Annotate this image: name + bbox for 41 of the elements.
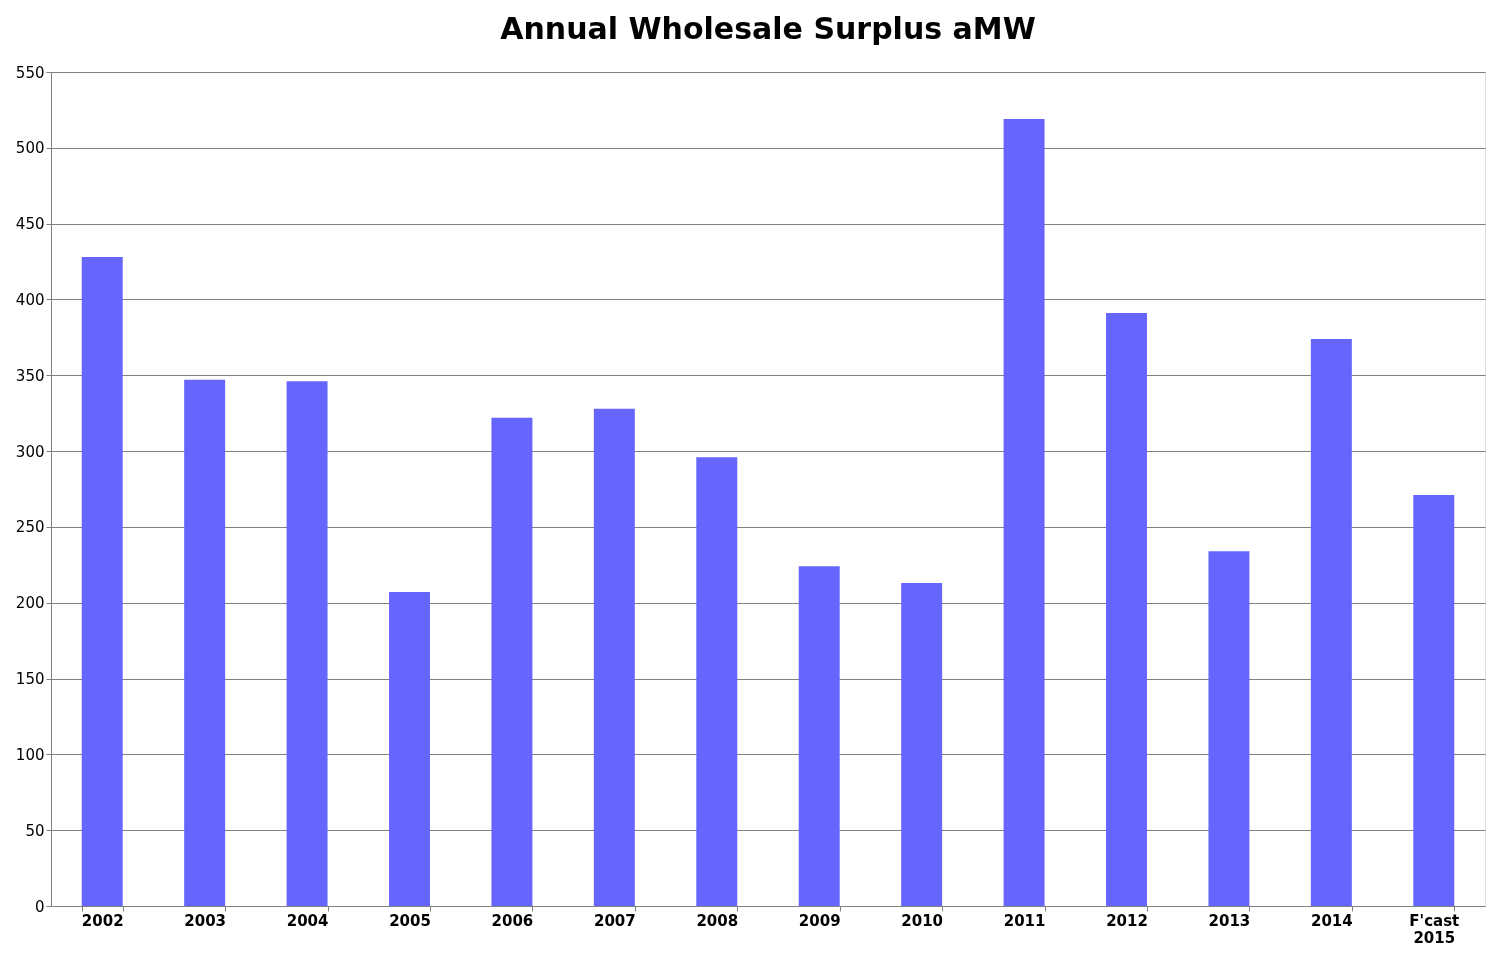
x-tick-label: 2006 — [491, 911, 534, 930]
x-tick-label: 2010 — [901, 911, 944, 930]
bar — [1106, 313, 1147, 906]
x-tick-label: 2013 — [1208, 911, 1251, 930]
bar — [491, 417, 533, 906]
x-tick-label: 2008 — [696, 911, 739, 930]
x-tick-label: 2004 — [286, 911, 329, 930]
x-tick-label: 2012 — [1106, 911, 1148, 930]
bar — [1208, 551, 1250, 906]
y-tick-label: 550 — [15, 63, 45, 82]
bar — [1413, 495, 1455, 906]
y-tick-label: 500 — [15, 139, 45, 158]
y-tick-label: 450 — [15, 215, 45, 234]
bar — [798, 566, 840, 906]
y-tick-label: 150 — [15, 670, 45, 689]
x-tick-label: F'cast 2015 — [1409, 911, 1460, 947]
y-tick-label: 0 — [34, 897, 45, 916]
x-tick-label: 2007 — [593, 911, 636, 930]
y-tick-label: 400 — [15, 290, 45, 309]
bar — [696, 457, 738, 906]
bar — [81, 257, 123, 906]
bar — [1003, 119, 1045, 906]
bar — [1310, 338, 1352, 906]
y-tick-label: 200 — [15, 594, 45, 613]
y-tick-label: 250 — [15, 518, 45, 537]
y-tick-label: 300 — [15, 442, 45, 461]
x-tick-label: 2011 — [1003, 911, 1046, 930]
y-tick-label: 350 — [15, 366, 45, 385]
y-tick-label: 50 — [25, 821, 45, 840]
chart-title: Annual Wholesale Surplus aMW — [500, 11, 1036, 46]
bar — [593, 408, 635, 906]
bar — [389, 592, 430, 906]
bar — [286, 381, 328, 906]
y-tick-label: 100 — [15, 745, 45, 764]
x-tick-label: 2003 — [184, 911, 227, 930]
x-tick-label: 2002 — [81, 911, 124, 930]
x-tick-label: 2014 — [1310, 911, 1353, 930]
bar — [901, 583, 943, 906]
x-tick-label: 2009 — [798, 911, 841, 930]
bar — [184, 379, 226, 906]
x-tick-label: 2005 — [389, 911, 431, 930]
